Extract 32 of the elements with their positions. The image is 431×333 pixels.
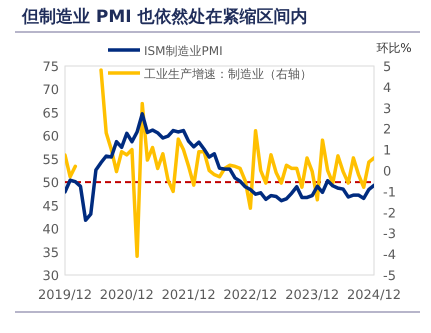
y-tick-label: 75 (42, 60, 59, 75)
legend-label: ISM制造业PMI (144, 44, 223, 58)
y-tick-label: 55 (42, 152, 59, 168)
y-tick-label: 35 (42, 246, 59, 261)
y-tick-label: 45 (42, 199, 59, 214)
y2-tick-label: 5 (383, 60, 392, 75)
y-tick-label: 40 (42, 222, 59, 238)
legend-label: 工业生产增速：制造业（右轴） (144, 67, 312, 81)
y2-tick-label: -3 (383, 227, 396, 242)
y2-tick-label: 1 (383, 144, 392, 159)
y-tick-label: 65 (42, 106, 59, 122)
line-series (65, 112, 374, 222)
y2-tick-label: -1 (383, 185, 396, 200)
y2-tick-label: -2 (383, 206, 396, 222)
x-tick-label: 2023/12 (285, 288, 340, 303)
x-tick-label: 2019/12 (38, 288, 92, 303)
y-tick-label: 70 (42, 83, 59, 98)
y2-tick-label: 3 (383, 102, 392, 117)
x-tick-label: 2024/12 (346, 288, 402, 303)
chart-title: 但制造业 PMI 也依然处在紧缩区间内 (21, 7, 308, 27)
y-tick-label: 50 (42, 176, 59, 192)
y2-tick-label: -4 (383, 248, 396, 264)
y2-axis-title: 环比% (376, 41, 412, 55)
y2-tick-label: 2 (383, 122, 392, 138)
y-tick-label: 60 (42, 130, 59, 145)
x-tick-label: 2020/12 (100, 288, 154, 303)
y2-tick-label: -5 (383, 269, 396, 284)
x-tick-label: 2022/12 (223, 288, 278, 303)
y2-tick-label: 0 (383, 164, 392, 180)
y2-tick-label: 4 (383, 80, 392, 96)
y-tick-label: 30 (42, 269, 59, 284)
x-tick-label: 2021/12 (162, 288, 216, 303)
